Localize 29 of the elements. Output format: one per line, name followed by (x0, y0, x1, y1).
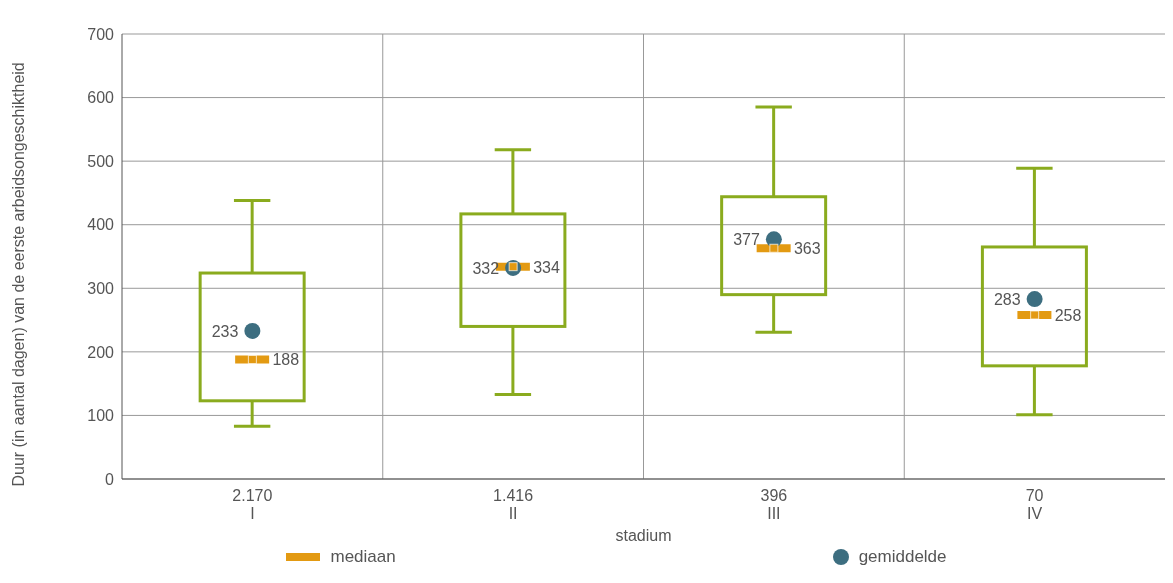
y-tick-label: 600 (87, 89, 115, 107)
x-axis-title: stadium (615, 527, 672, 544)
data-label: 283 (993, 291, 1021, 309)
point (1026, 291, 1043, 308)
x-tick-label: 1.416 II (493, 487, 534, 522)
point (1030, 310, 1040, 320)
x-tick-label: 70 IV (1025, 487, 1044, 522)
y-tick-label: 700 (87, 25, 115, 43)
data-label: 377 (733, 231, 760, 249)
data-label: 363 (793, 240, 821, 258)
y-axis-title: Duur (in aantal dagen) van de eerste arbeidsongeschiktheid (9, 62, 27, 487)
point (769, 243, 779, 253)
data-label: 233 (211, 322, 239, 340)
data-label: 258 (1054, 306, 1082, 324)
y-tick-label: 400 (87, 216, 115, 234)
point (244, 322, 261, 339)
y-tick-label: 200 (87, 343, 115, 361)
legend-label: gemiddelde (857, 547, 947, 567)
y-tick-label: 0 (105, 470, 115, 488)
y-tick-label: 500 (87, 152, 115, 170)
y-tick-label: 300 (87, 279, 115, 297)
x-tick-label: 396 III (760, 487, 788, 522)
y-tick-label: 100 (87, 407, 115, 425)
x-tick-label: 2.170 I (232, 487, 273, 522)
point (247, 354, 257, 364)
legend-label: mediaan (329, 547, 396, 567)
data-label: 188 (272, 351, 300, 369)
data-label: 332 (472, 259, 500, 277)
data-label: 334 (533, 258, 560, 276)
